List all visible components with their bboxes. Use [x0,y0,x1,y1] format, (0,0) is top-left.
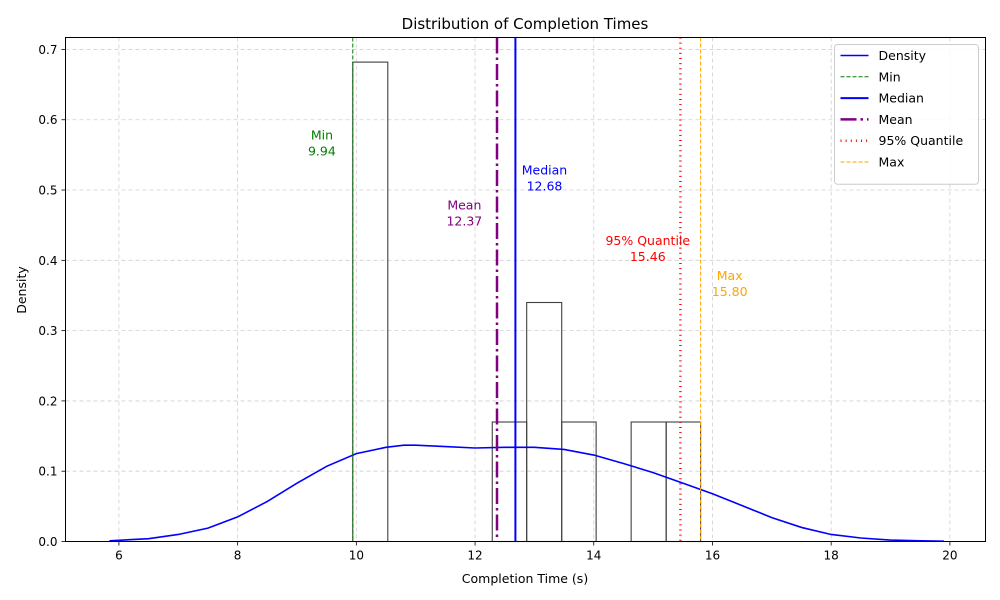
annotation-label: Max [717,268,743,283]
histogram-bar [352,61,389,543]
reference-lines [352,37,702,542]
legend-label: 95% Quantile [879,133,964,148]
histogram-bar [665,421,702,543]
annotation-label: Median [522,163,567,178]
y-tick-label: 0.7 [38,43,57,57]
annotation-value: 15.80 [712,284,748,299]
y-axis-label: Density [14,266,29,314]
legend-label: Density [879,48,927,63]
legend-label: Min [879,69,901,84]
x-tick-label: 16 [705,549,720,563]
x-tick-label: 8 [234,549,242,563]
y-tick-label: 0.5 [38,184,57,198]
x-tick-label: 14 [586,549,601,563]
legend-label: Max [879,155,905,170]
annotation-value: 9.94 [308,143,336,158]
x-tick-label: 18 [824,549,839,563]
histogram-bar [526,301,563,543]
x-tick-label: 6 [115,549,123,563]
density-curve-layer [109,444,944,542]
x-tick-label: 20 [942,549,957,563]
annotation-value: 15.46 [630,249,666,264]
y-tick-label: 0.0 [38,535,57,549]
histogram-bars [352,61,702,543]
y-tick-label: 0.2 [38,394,57,408]
grid [65,37,986,542]
histogram-bar [561,421,597,543]
y-tick-label: 0.3 [38,324,57,338]
y-tick-label: 0.4 [38,254,57,268]
chart-title: Distribution of Completion Times [402,15,649,33]
x-axis-label: Completion Time (s) [462,571,588,586]
x-tick-label: 10 [349,549,364,563]
y-tick-label: 0.6 [38,113,57,127]
annotation-label: 95% Quantile [605,233,690,248]
plot-frame [65,37,986,542]
annotation-label: Mean [447,198,481,213]
histogram-bar [630,421,667,543]
legend-label: Median [879,91,924,106]
legend-box [834,44,979,185]
legend-label: Mean [879,112,913,127]
density-curve [109,444,944,542]
x-tick-label: 12 [467,549,482,563]
annotation-value: 12.68 [527,179,563,194]
annotation-label: Min [311,127,333,142]
axis-ticks: 6 8 10 12 14 16 18 20 0.0 0.1 0.2 0.3 0.4 0.5 0.6 0.7 [38,43,957,563]
y-tick-label: 0.1 [38,465,57,479]
legend: Density Min Median Mean 95% Quantile Max [834,44,979,185]
annotation-value: 12.37 [446,214,482,229]
